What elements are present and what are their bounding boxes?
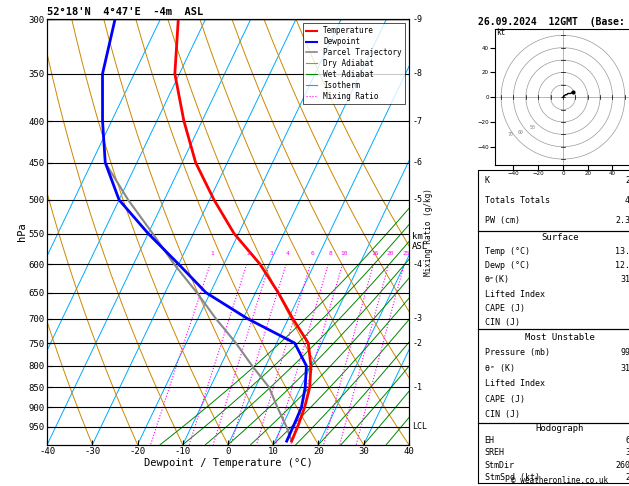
Text: CIN (J): CIN (J) — [484, 318, 520, 327]
Text: 6: 6 — [310, 251, 314, 256]
Text: Pressure (mb): Pressure (mb) — [484, 348, 550, 357]
Text: Lifted Index: Lifted Index — [484, 379, 545, 388]
Text: 46: 46 — [625, 196, 629, 205]
Text: θᵉ(K): θᵉ(K) — [484, 276, 509, 284]
Text: 313: 313 — [620, 364, 629, 373]
Text: -9: -9 — [413, 15, 423, 24]
Text: EH: EH — [484, 436, 494, 445]
Text: 52°18'N  4°47'E  -4m  ASL: 52°18'N 4°47'E -4m ASL — [47, 7, 203, 17]
Legend: Temperature, Dewpoint, Parcel Trajectory, Dry Adiabat, Wet Adiabat, Isotherm, Mi: Temperature, Dewpoint, Parcel Trajectory… — [303, 23, 405, 104]
Text: 3: 3 — [269, 251, 273, 256]
Text: 12.6: 12.6 — [615, 261, 629, 270]
Text: kt: kt — [496, 28, 506, 37]
Text: 2: 2 — [247, 251, 250, 256]
Text: Mixing Ratio (g/kg): Mixing Ratio (g/kg) — [424, 188, 433, 276]
Text: -2: -2 — [413, 339, 423, 347]
Text: CAPE (J): CAPE (J) — [484, 304, 525, 312]
Text: -4: -4 — [413, 260, 423, 269]
Text: -6: -6 — [413, 158, 423, 167]
Y-axis label: km
ASL: km ASL — [411, 232, 428, 251]
Text: 25: 25 — [402, 251, 409, 256]
X-axis label: Dewpoint / Temperature (°C): Dewpoint / Temperature (°C) — [143, 458, 313, 468]
Text: -3: -3 — [413, 314, 423, 323]
Text: 10: 10 — [340, 251, 348, 256]
Text: Temp (°C): Temp (°C) — [484, 247, 530, 256]
Text: Lifted Index: Lifted Index — [484, 290, 545, 298]
Text: 8: 8 — [328, 251, 332, 256]
Text: -1: -1 — [413, 383, 423, 392]
Text: θᵉ (K): θᵉ (K) — [484, 364, 515, 373]
Text: 26: 26 — [625, 175, 629, 185]
Text: -8: -8 — [413, 69, 423, 78]
Text: Hodograph: Hodograph — [536, 424, 584, 433]
Text: Dewp (°C): Dewp (°C) — [484, 261, 530, 270]
Text: 50: 50 — [530, 125, 535, 130]
Text: © weatheronline.co.uk: © weatheronline.co.uk — [511, 476, 608, 485]
Text: 990: 990 — [620, 348, 629, 357]
Text: PW (cm): PW (cm) — [484, 216, 520, 225]
Text: 1: 1 — [210, 251, 214, 256]
Text: 26.09.2024  12GMT  (Base: 12): 26.09.2024 12GMT (Base: 12) — [478, 17, 629, 27]
Text: CAPE (J): CAPE (J) — [484, 395, 525, 404]
Text: 60: 60 — [625, 436, 629, 445]
Text: 70: 70 — [508, 132, 513, 137]
Text: StmDir: StmDir — [484, 461, 515, 469]
Text: 4: 4 — [286, 251, 290, 256]
Text: Most Unstable: Most Unstable — [525, 332, 595, 342]
Text: Surface: Surface — [541, 233, 579, 242]
Text: 38: 38 — [625, 449, 629, 457]
Text: 60: 60 — [518, 130, 523, 136]
Text: StmSpd (kt): StmSpd (kt) — [484, 472, 540, 482]
Text: -5: -5 — [413, 195, 423, 205]
Text: -7: -7 — [413, 117, 423, 125]
Text: CIN (J): CIN (J) — [484, 411, 520, 419]
Text: 260°: 260° — [615, 461, 629, 469]
Y-axis label: hPa: hPa — [17, 223, 27, 242]
Text: LCL: LCL — [413, 422, 428, 431]
Text: K: K — [484, 175, 489, 185]
Text: 20: 20 — [387, 251, 394, 256]
Text: 313: 313 — [620, 276, 629, 284]
Text: Totals Totals: Totals Totals — [484, 196, 550, 205]
Text: 16: 16 — [371, 251, 379, 256]
Text: 13.7: 13.7 — [615, 247, 629, 256]
Text: 28: 28 — [625, 472, 629, 482]
Text: SREH: SREH — [484, 449, 504, 457]
Text: 2.34: 2.34 — [615, 216, 629, 225]
